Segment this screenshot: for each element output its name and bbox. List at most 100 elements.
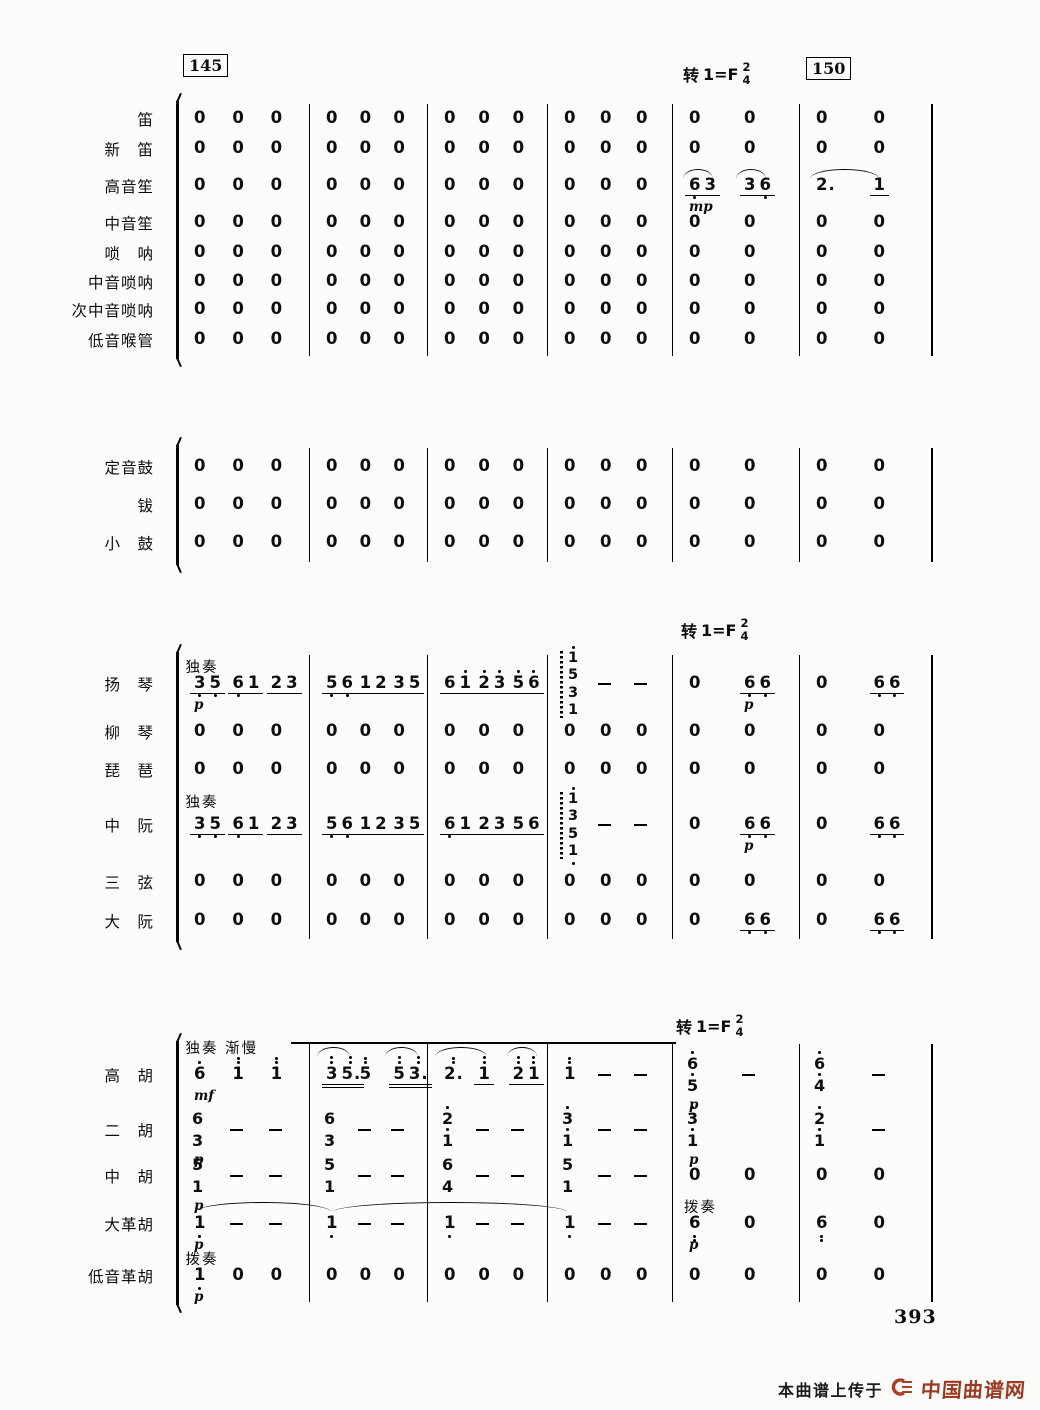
note-digit: 0 — [393, 910, 405, 930]
duration-dash — [510, 1128, 524, 1132]
note-digit: 0 — [689, 108, 701, 128]
instrument-label: 三 弦 — [104, 874, 154, 892]
note-digit: 0 — [600, 299, 612, 319]
octave-dot — [397, 1060, 401, 1064]
rest: 0 — [356, 760, 375, 780]
note-digit: 2 — [440, 1106, 455, 1127]
octave-dots — [476, 1056, 491, 1064]
note-digit: 2 — [270, 672, 283, 692]
rest: 0 — [389, 213, 408, 233]
system-brace — [176, 445, 187, 565]
rest: 0 — [632, 330, 651, 350]
rest: 0 — [812, 1166, 831, 1186]
octave-dots — [440, 1128, 455, 1131]
note-digit: 0 — [600, 270, 612, 290]
instrument-label: 高音笙 — [104, 178, 154, 196]
note-digit: 1 — [562, 1215, 577, 1238]
rest: 0 — [389, 533, 408, 553]
note-digit: 0 — [873, 212, 885, 232]
note-digit: 2 — [511, 1056, 526, 1083]
rehearsal-mark-145: 145 — [183, 54, 229, 78]
note-digit: 0 — [232, 299, 244, 319]
measure: 0 0 0 — [548, 104, 673, 134]
duration-dash — [634, 823, 647, 827]
rest: 0 — [812, 911, 831, 931]
measure: 0 0 0 — [428, 208, 548, 238]
note-digit: 0 — [270, 299, 283, 319]
note-digit: 0 — [600, 329, 612, 349]
note-digit: 0 — [512, 456, 525, 476]
rest: 0 — [740, 330, 759, 350]
measure: 0 0 0 — [178, 134, 310, 164]
note-digit: 6 — [324, 1109, 336, 1128]
beat: 0 — [560, 139, 596, 159]
beat: 1 — [228, 1056, 266, 1085]
octave-dot — [349, 1060, 353, 1064]
note-digit: 0 — [359, 456, 372, 476]
note-digit: 6 — [757, 674, 772, 698]
dynamic-mark: p — [689, 1152, 699, 1168]
instrument-label: 中音笙 — [104, 215, 154, 233]
beat: 0 — [474, 760, 508, 780]
octave-dots — [872, 694, 887, 698]
note-digit: 6 — [757, 911, 772, 935]
note-digit: 0 — [270, 212, 283, 232]
beat: 0 — [322, 457, 356, 477]
note-digit: 0 — [636, 108, 648, 128]
note-digit: 0 — [564, 871, 576, 891]
octave-dot — [893, 694, 897, 698]
duration-dash — [268, 1174, 282, 1178]
note-group: 3 5. — [322, 1056, 365, 1088]
octave-dot — [498, 669, 502, 673]
note-digit: 1 — [247, 813, 260, 833]
note-digit: 0 — [359, 494, 372, 514]
rest: 0 — [632, 109, 651, 129]
rest: 0 — [267, 176, 286, 196]
octave-dots — [358, 1056, 373, 1065]
rest: 0 — [870, 760, 889, 780]
rest: 0 — [596, 176, 615, 196]
note-digit: 0 — [600, 241, 612, 261]
arpeggio-squiggle-icon — [560, 791, 563, 859]
rest: 0 — [322, 533, 341, 553]
rest: 0 — [440, 533, 459, 553]
octave-dots — [339, 694, 354, 698]
measure: 0 0 0 — [310, 524, 428, 562]
beat: 0 — [322, 243, 356, 263]
note-digit: 0 — [816, 1165, 828, 1185]
note-digit: 2 — [476, 669, 491, 692]
note-digit: 0 — [873, 759, 885, 779]
beat: 0 — [685, 243, 740, 263]
octave-dots — [192, 1286, 207, 1290]
instrument-label: 高 胡 — [104, 1067, 154, 1085]
beat: 0 — [560, 213, 596, 233]
octave-dots — [442, 835, 457, 839]
rest: 0 — [685, 722, 704, 742]
beat: 0 — [870, 533, 928, 553]
note-digit: 0 — [270, 138, 283, 158]
beat: 0 — [440, 176, 474, 196]
beat: 6 3 mp — [685, 176, 740, 214]
note-digit: 0 — [194, 910, 206, 930]
note-digit: 0 — [359, 910, 372, 930]
rest: 0 — [812, 722, 831, 742]
beat: 0 — [474, 300, 508, 320]
note-digit: 1 — [812, 1128, 827, 1149]
rest: 0 — [190, 243, 209, 263]
note-digit: 0 — [393, 759, 405, 779]
note-digit: 1 — [359, 672, 372, 692]
rest: 0 — [560, 139, 579, 159]
rest: 0 — [267, 139, 286, 159]
beat: 0 — [228, 533, 266, 553]
beat: 0 — [322, 722, 356, 742]
